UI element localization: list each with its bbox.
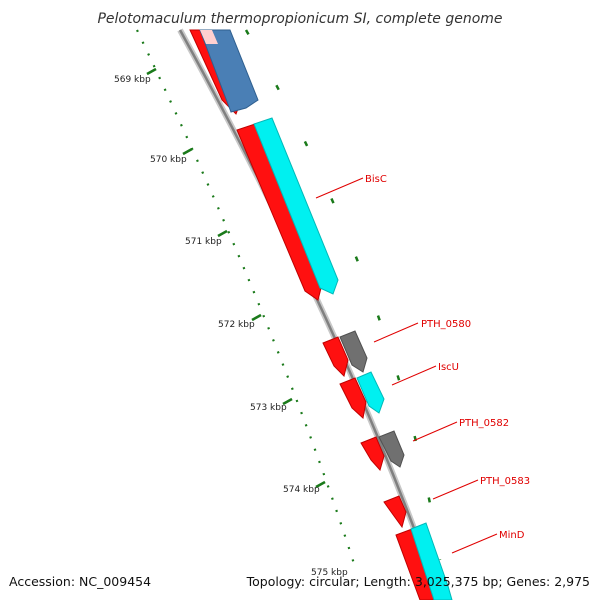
tick-mark [315, 480, 326, 489]
major-ticks [146, 67, 326, 489]
genes-outer [199, 29, 453, 600]
tick-label: 571 kbp [185, 237, 222, 247]
gene-arrow-red[interactable] [383, 495, 407, 529]
gene-label-pth0580: PTH_0580 [421, 319, 471, 330]
gene-arrow-blue[interactable] [199, 29, 259, 113]
gene-label-pth0582: PTH_0582 [459, 418, 509, 429]
gene-label-mind: MinD [499, 530, 525, 541]
tick-label: 569 kbp [114, 75, 151, 85]
leader-line [391, 365, 437, 386]
map-title: Pelotomaculum thermopropionicum SI, comp… [97, 11, 502, 27]
gene-label-pth0583: PTH_0583 [480, 476, 530, 487]
label-leaders [315, 177, 498, 554]
gene-arrow-red[interactable] [339, 377, 367, 419]
tick-label: 575 kbp [311, 568, 348, 578]
leader-line [373, 322, 419, 343]
leader-line [412, 421, 458, 442]
topology-text: Topology: circular; Length: 3,025,375 bp… [246, 574, 590, 589]
gene-arrow-red[interactable] [236, 123, 323, 301]
tick-mark [146, 67, 157, 76]
tick-label: 572 kbp [218, 320, 255, 330]
tick-mark [282, 397, 293, 406]
tick-mark [251, 313, 262, 322]
gene-label-iscu: IscU [438, 362, 459, 373]
gene-arrow-red[interactable] [322, 336, 349, 377]
gene-arrow-cyan[interactable] [253, 117, 339, 295]
tick-mark [217, 229, 228, 238]
gene-arrow-cyan[interactable] [356, 371, 385, 414]
ruler-track [136, 29, 358, 571]
tick-mark [182, 147, 193, 156]
tick-label: 570 kbp [150, 155, 187, 165]
gene-label-bisc: BisC [365, 174, 387, 185]
tick-label: 573 kbp [250, 403, 287, 413]
gene-arrow-red-light[interactable] [200, 30, 218, 44]
leader-line [315, 177, 364, 199]
leader-line [432, 479, 479, 500]
gene-arrow-gray[interactable] [378, 430, 405, 468]
gene-arrow-red[interactable] [360, 436, 385, 472]
accession-text: Accession: NC_009454 [9, 574, 151, 589]
genome-backbone-core [178, 29, 442, 600]
outer-ruler-track [244, 29, 442, 561]
gene-arrow-gray[interactable] [339, 330, 368, 373]
leader-line [451, 533, 498, 554]
gene-arrow-cyan[interactable] [410, 522, 453, 600]
tick-label: 574 kbp [283, 485, 320, 495]
